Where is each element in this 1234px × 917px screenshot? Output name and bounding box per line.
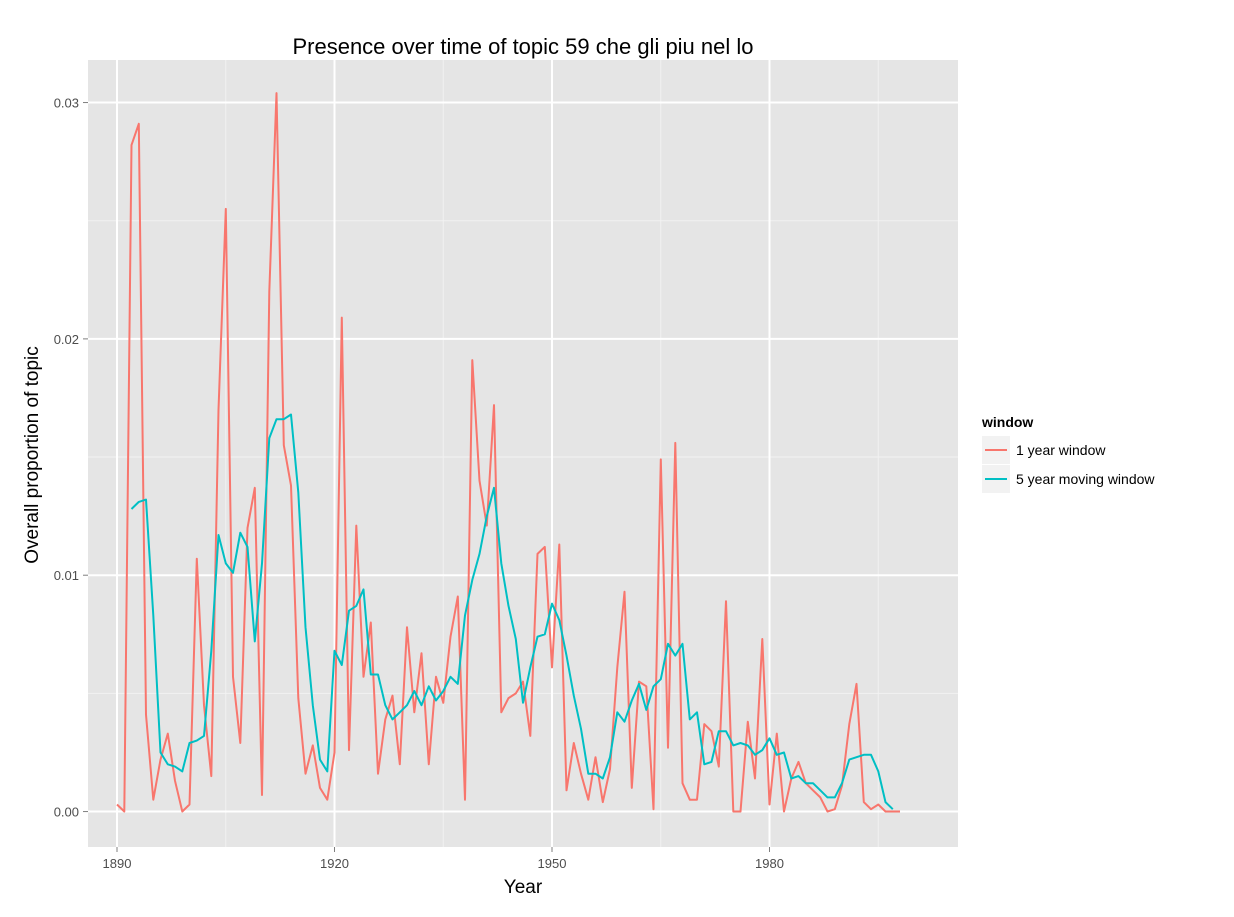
legend: window 1 year window 5 year moving windo… bbox=[981, 414, 1155, 493]
minor-gridlines bbox=[88, 60, 958, 847]
y-tick-label: 0.00 bbox=[54, 805, 79, 820]
legend-label-1-year-window: 1 year window bbox=[1016, 442, 1106, 458]
legend-label-5-year-moving-window: 5 year moving window bbox=[1016, 471, 1155, 487]
x-tick-label: 1980 bbox=[755, 856, 784, 871]
series-line-1-year-window bbox=[116, 92, 900, 813]
chart-title: Presence over time of topic 59 che gli p… bbox=[292, 34, 753, 59]
x-tick-label: 1890 bbox=[103, 856, 132, 871]
legend-title: window bbox=[981, 414, 1033, 430]
series-layer bbox=[116, 92, 900, 813]
x-axis-title: Year bbox=[504, 877, 543, 898]
series-line-5-year-moving-window bbox=[130, 413, 894, 810]
y-tick-label: 0.01 bbox=[54, 568, 79, 583]
x-tick-label: 1950 bbox=[538, 856, 567, 871]
y-tick-label: 0.03 bbox=[54, 96, 79, 111]
x-tick-label: 1920 bbox=[320, 856, 349, 871]
major-gridlines bbox=[88, 60, 958, 847]
plot-panel bbox=[88, 60, 958, 847]
axis-ticks: 1890 1920 1950 1980 0.00 0.01 0.02 0.03 bbox=[54, 96, 784, 871]
y-tick-label: 0.02 bbox=[54, 332, 79, 347]
y-axis-title: Overall proportion of topic bbox=[22, 346, 43, 564]
